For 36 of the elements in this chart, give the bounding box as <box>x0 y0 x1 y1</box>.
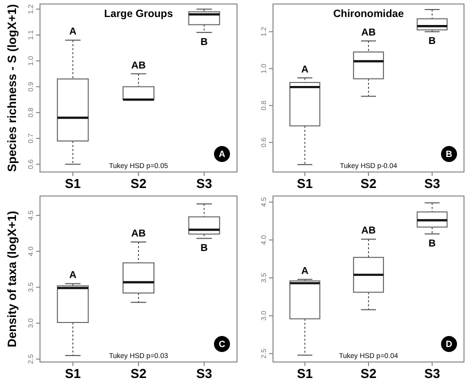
annotation: A <box>69 26 76 38</box>
x-tick-label: S2 <box>130 366 146 381</box>
x-tick-label: S2 <box>360 366 376 381</box>
annotation: AB <box>361 226 376 237</box>
y-axis-title: Density of taxa (logX+1) <box>5 210 19 348</box>
x-tick-label: S1 <box>296 176 313 191</box>
panel-badge: B <box>441 146 457 162</box>
panel-badge: D <box>441 336 457 352</box>
panel-badge: A <box>214 146 230 162</box>
x-tick-label: S1 <box>64 176 81 191</box>
annotation: C <box>218 339 226 350</box>
annotation: AB <box>361 27 376 38</box>
annotation: B <box>428 36 436 48</box>
chart-title: Large Groups <box>104 8 174 20</box>
chart-title: Chironomidae <box>333 8 404 20</box>
x-tick-label: S2 <box>360 176 376 191</box>
annotation: B <box>446 149 453 160</box>
x-tick-label: S3 <box>424 366 440 381</box>
annotation: B <box>428 238 436 250</box>
x-tick-label: S1 <box>296 366 313 381</box>
x-tick-label: S1 <box>64 366 81 381</box>
annotation: A <box>301 64 308 76</box>
annotation: A <box>69 270 76 282</box>
panel-badge: C <box>214 336 230 352</box>
annotation: B <box>200 242 208 254</box>
x-tick-label: S3 <box>196 176 212 191</box>
x-tick-label: S3 <box>196 366 212 381</box>
annotation: AB <box>131 228 146 240</box>
y-axis-title: Species richness - S (logX+1) <box>5 4 19 172</box>
annotation: B <box>200 36 208 48</box>
annotation: A <box>218 149 226 160</box>
annotation: AB <box>131 60 146 72</box>
x-tick-label: S2 <box>130 176 146 191</box>
annotation: A <box>301 266 308 277</box>
annotation: D <box>446 339 453 350</box>
x-tick-label: S3 <box>424 176 440 191</box>
